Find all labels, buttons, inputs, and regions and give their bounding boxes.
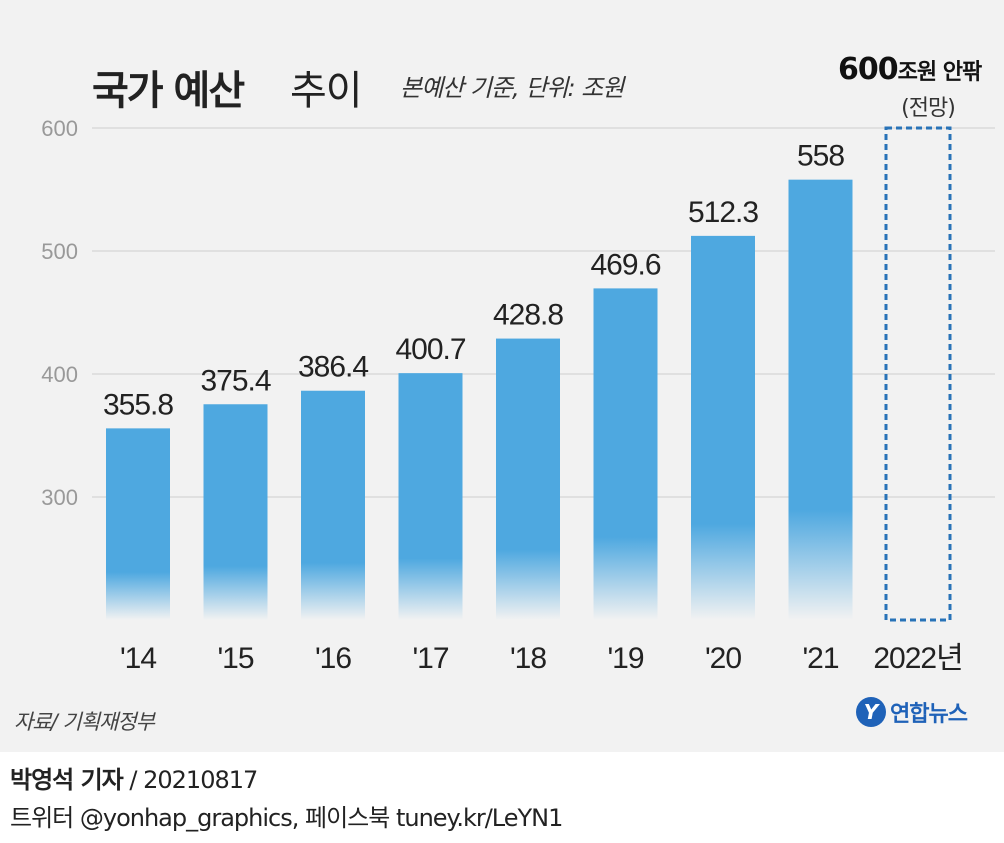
data-label: 375.4 — [200, 364, 270, 397]
credit-date: / 20210817 — [129, 766, 258, 794]
x-tick-label: '17 — [412, 642, 448, 675]
x-tick-label: 2022년 — [873, 642, 962, 675]
bar — [788, 179, 853, 620]
forecast-unit: 조원 안팎 — [897, 60, 983, 85]
y-tick-label: 300 — [41, 485, 78, 510]
forecast-label: 600조원 안팎 — [838, 52, 998, 87]
data-label: 469.6 — [590, 248, 660, 281]
forecast-value: 600 — [838, 52, 899, 87]
yonhap-logo-icon: Y — [856, 697, 886, 727]
bar — [691, 235, 755, 620]
forecast-bar — [884, 126, 952, 622]
bar — [496, 338, 560, 620]
reporter-credit: 박영석 기자 / 20210817 — [10, 760, 258, 795]
x-tick-label: '18 — [510, 642, 546, 675]
x-tick-label: '21 — [802, 642, 838, 675]
yonhap-logo: Y 연합뉴스 — [856, 694, 968, 730]
y-tick-label: 500 — [41, 239, 78, 264]
bar — [593, 288, 658, 620]
y-tick-label: 400 — [41, 362, 78, 387]
social-links: 트위터 @yonhap_graphics, 페이스북 tuney.kr/LeYN… — [10, 804, 563, 832]
y-tick-label: 600 — [41, 116, 78, 141]
forecast-sub: (전망) — [901, 96, 956, 121]
bar — [301, 390, 365, 620]
x-tick-label: '20 — [705, 642, 741, 675]
bar-chart: 300 400 500 600 355.8 '14 375.4 '15 386.4 '16 400… — [41, 116, 995, 675]
yonhap-logo-text: 연합뉴스 — [890, 702, 968, 727]
bar — [106, 428, 170, 620]
data-label: 386.4 — [298, 351, 368, 384]
data-label: 355.8 — [103, 388, 173, 421]
chart-title-bold: 국가 예산 — [92, 68, 245, 114]
x-tick-label: '14 — [120, 642, 156, 675]
data-label: 558 — [797, 140, 844, 173]
data-label: 400.7 — [395, 333, 465, 366]
reporter-name: 박영석 기자 — [10, 766, 124, 794]
x-tick-label: '19 — [607, 642, 643, 675]
chart-unit-note: 본예산 기준, 단위: 조원 — [400, 74, 624, 102]
bar — [203, 404, 268, 620]
source-note: 자료/ 기획재정부 — [14, 710, 155, 734]
x-tick-label: '15 — [217, 642, 253, 675]
data-label: 428.8 — [493, 299, 563, 332]
bar — [398, 373, 463, 620]
data-label: 512.3 — [688, 196, 758, 229]
chart-title-light: 추이 — [290, 68, 363, 114]
x-tick-label: '16 — [315, 642, 351, 675]
